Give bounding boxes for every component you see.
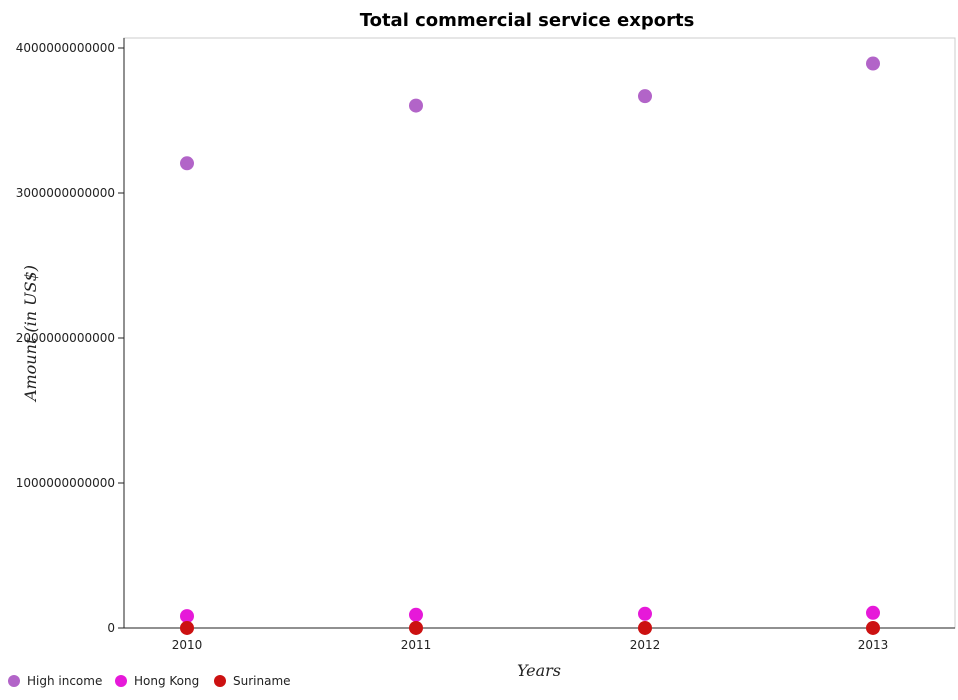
x-tick-label: 2011: [401, 638, 432, 652]
point-high-income: [866, 56, 880, 71]
y-tick-label: 4000000000000: [16, 41, 115, 55]
point-suriname: [866, 620, 880, 635]
point-hong-kong: [409, 607, 423, 622]
legend: High income Hong Kong Suriname: [8, 674, 291, 688]
chart-title: Total commercial service exports: [360, 10, 695, 31]
plot-area: [123, 37, 956, 629]
y-tick-label: 1000000000000: [16, 476, 115, 490]
legend-label-hong-kong: Hong Kong: [134, 674, 199, 688]
y-axis-label: Amount (in US$): [21, 265, 40, 403]
data-points: [180, 56, 880, 635]
point-high-income: [638, 89, 652, 104]
y-tick-label: 2000000000000: [16, 331, 115, 345]
point-hong-kong: [866, 605, 880, 620]
point-suriname: [180, 620, 194, 635]
x-axis-label: Years: [517, 661, 561, 680]
y-tick-label: 0: [107, 621, 115, 635]
x-tick-label: 2012: [630, 638, 661, 652]
point-hong-kong: [638, 606, 652, 621]
x-tick-label: 2010: [172, 638, 203, 652]
point-high-income: [180, 156, 194, 171]
point-suriname: [638, 620, 652, 635]
point-suriname: [409, 620, 423, 635]
legend-marker-suriname: [214, 675, 226, 687]
y-tick-label: 3000000000000: [16, 186, 115, 200]
point-high-income: [409, 98, 423, 113]
legend-label-high-income: High income: [27, 674, 102, 688]
x-ticks: 2010 2011 2012 2013: [172, 628, 889, 652]
x-tick-label: 2013: [858, 638, 889, 652]
legend-marker-hong-kong: [115, 675, 127, 687]
point-hong-kong: [180, 609, 194, 624]
y-ticks: 0 1000000000000 2000000000000 3000000000000…: [16, 41, 124, 635]
legend-marker-high-income: [8, 675, 20, 687]
legend-label-suriname: Suriname: [233, 674, 291, 688]
